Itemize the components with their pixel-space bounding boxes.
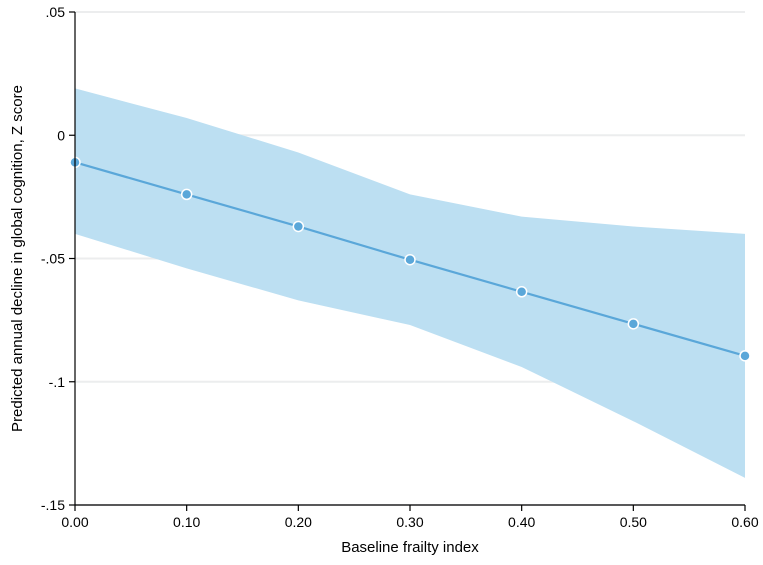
x-axis-label: Baseline frailty index	[341, 539, 479, 556]
x-tick-label: 0.40	[508, 514, 535, 530]
y-tick-label: -.1	[49, 374, 66, 390]
data-point	[293, 221, 303, 231]
y-tick-label: .05	[46, 4, 66, 20]
data-point	[628, 319, 638, 329]
x-tick-label: 0.10	[173, 514, 200, 530]
data-point	[405, 255, 415, 265]
chart-container: 0.00 0.10 0.20 0.30 0.40 0.50 0.60 -.15 -.1 -.05 0…	[0, 0, 763, 565]
data-point	[182, 189, 192, 199]
y-tick-label: -.05	[41, 251, 65, 267]
x-tick-label: 0.30	[396, 514, 423, 530]
y-axis-label: Predicted annual decline in global cogni…	[9, 85, 26, 432]
x-tick-label: 0.50	[620, 514, 647, 530]
y-tick-label: -.15	[41, 497, 65, 513]
data-point	[740, 351, 750, 361]
x-tick-label: 0.60	[731, 514, 758, 530]
line-chart: 0.00 0.10 0.20 0.30 0.40 0.50 0.60 -.15 -.1 -.05 0…	[0, 0, 763, 565]
x-tick-label: 0.00	[61, 514, 88, 530]
data-point	[517, 287, 527, 297]
y-tick-label: 0	[57, 127, 65, 143]
x-tick-label: 0.20	[285, 514, 312, 530]
